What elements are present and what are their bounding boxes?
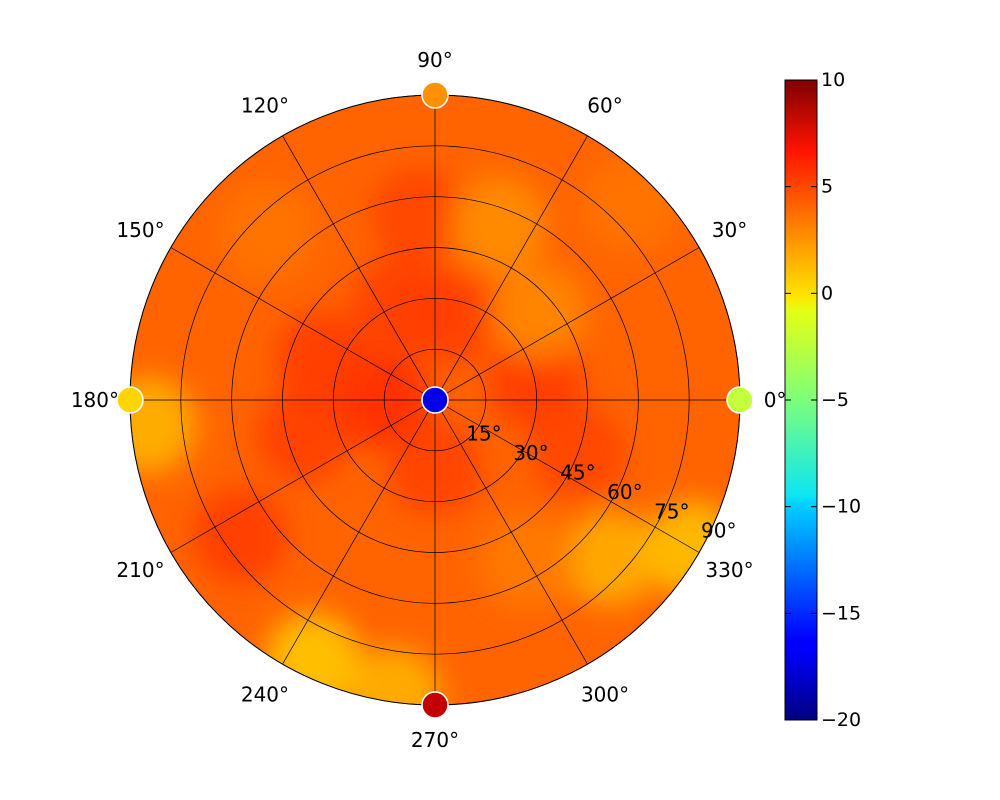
colorbar-tick-label: −20 <box>821 709 861 731</box>
angular-grid-line <box>282 399 436 665</box>
angular-tick-label: 270° <box>411 728 459 752</box>
data-marker <box>116 386 144 414</box>
colorbar-tick-label: 5 <box>821 176 833 198</box>
colorbar-tick-label: −15 <box>821 602 861 624</box>
heatmap-patch <box>370 166 467 263</box>
radial-tick-labels: 15° 30° 45° 60° 75° 90° <box>466 421 736 542</box>
angular-grid-line <box>434 399 700 553</box>
angular-grid-line <box>434 247 700 401</box>
colorbar: 10 5 0 −5 −10 −15 −20 <box>784 69 861 731</box>
heatmap-field <box>130 95 740 705</box>
angular-tick-label: 210° <box>116 558 164 582</box>
angular-tick-label: 60° <box>587 93 622 117</box>
heatmap-patch <box>401 268 498 365</box>
angular-tick-labels: 0° 30° 60° 90° 120° 150° 180° 210° 240° 270° 300° 3… <box>71 48 787 752</box>
angular-tick-label: 240° <box>241 683 289 707</box>
angular-grid-line <box>170 399 436 553</box>
angular-grid-line <box>434 399 588 665</box>
radial-tick-label: 60° <box>607 480 642 504</box>
radial-tick-label: 75° <box>654 499 689 523</box>
heatmap-patch <box>490 264 587 361</box>
radial-tick-label: 45° <box>560 460 595 484</box>
angular-tick-label: 90° <box>417 48 452 72</box>
angular-tick-label: 180° <box>71 388 119 412</box>
angular-tick-label: 0° <box>764 388 787 412</box>
heatmap-patch <box>130 377 197 474</box>
colorbar-tick-label: 10 <box>821 69 845 91</box>
angular-tick-label: 120° <box>241 93 289 117</box>
heatmap-patch <box>256 387 353 484</box>
colorbar-tick-label: 0 <box>821 282 833 304</box>
radial-tick-label: 30° <box>513 441 548 465</box>
heatmap-patch <box>583 155 680 252</box>
radial-tick-label: 15° <box>466 421 501 445</box>
data-marker <box>726 386 754 414</box>
angular-grid-line <box>434 135 588 401</box>
radial-tick-label: 90° <box>701 519 736 543</box>
marker-group <box>116 81 754 719</box>
heatmap-patch <box>275 311 372 408</box>
colorbar-tick-label: −10 <box>821 496 861 518</box>
angular-grid-line <box>170 247 436 401</box>
angular-grid-line <box>282 135 436 401</box>
heatmap-patch <box>219 184 316 281</box>
heatmap-patch <box>450 176 547 273</box>
data-marker <box>421 81 449 109</box>
angular-tick-label: 300° <box>581 683 629 707</box>
angular-tick-label: 30° <box>712 218 747 242</box>
colorbar-ticks: 10 5 0 −5 −10 −15 −20 <box>785 69 861 731</box>
data-marker <box>421 386 449 414</box>
heatmap-patch <box>563 510 660 607</box>
angular-tick-label: 150° <box>116 218 164 242</box>
angular-tick-label: 330° <box>705 558 753 582</box>
data-marker <box>421 691 449 719</box>
colorbar-tick-label: −5 <box>821 389 849 411</box>
heatmap-patch <box>345 647 442 705</box>
heatmap-patch <box>192 488 289 585</box>
